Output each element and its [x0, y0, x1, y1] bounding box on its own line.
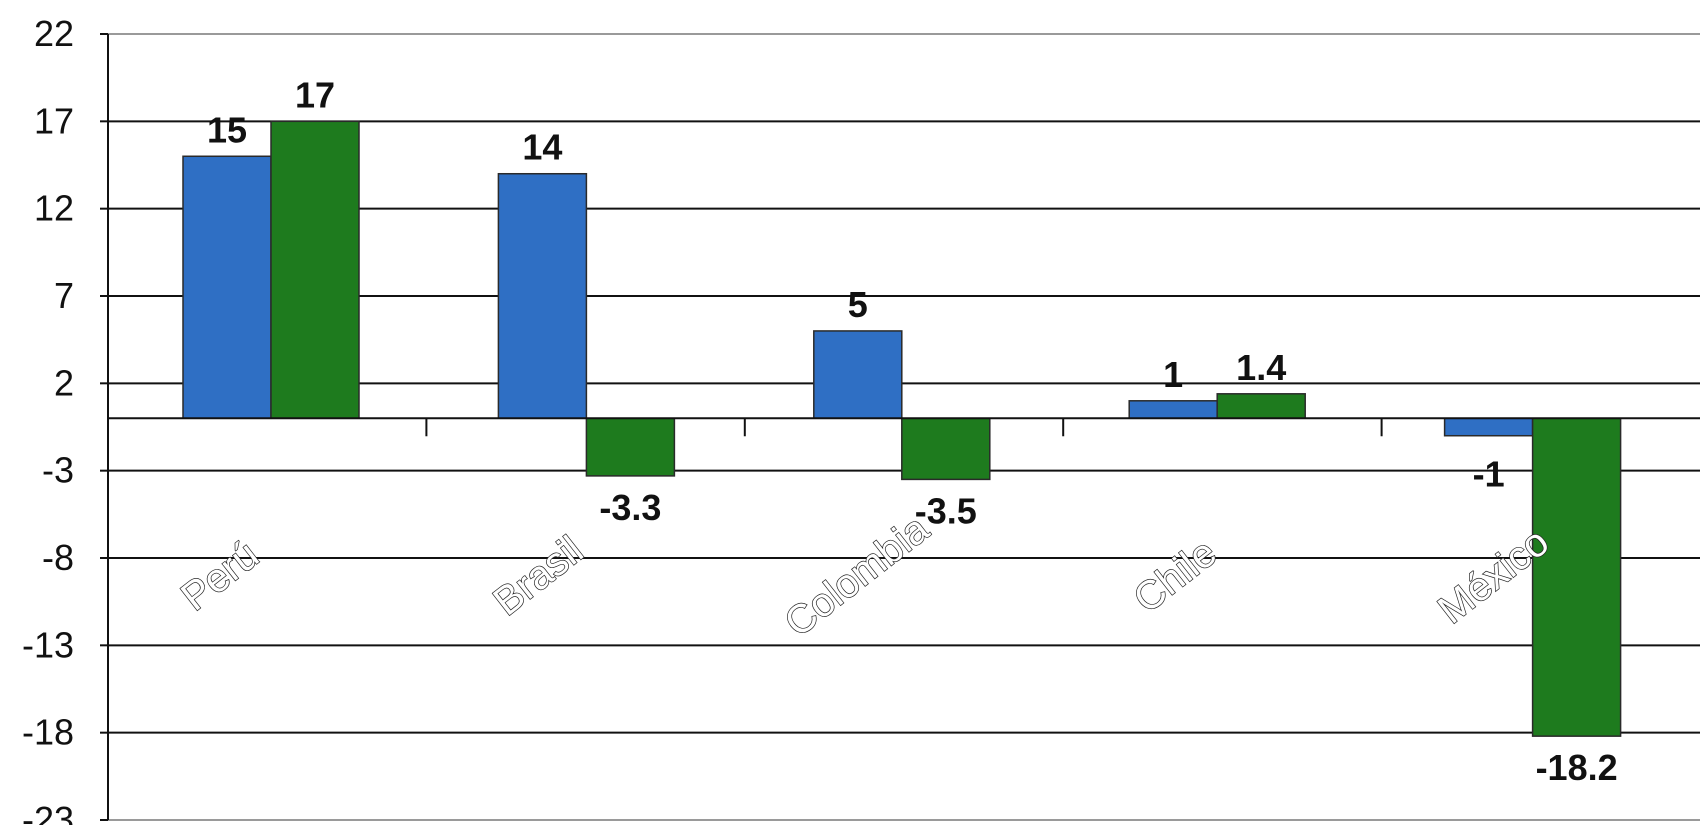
bar-perú-series-2 — [270, 120, 360, 420]
y-tick-label: -8 — [42, 537, 74, 578]
y-axis-tick-labels: 22 17 12 7 2 -3 -8 -13 -18 -23 — [22, 13, 74, 825]
y-tick-label: 12 — [34, 188, 74, 229]
y-tick-label: -18 — [22, 712, 74, 753]
bar-colombia-series-1 — [813, 330, 903, 420]
y-tick-label: 22 — [34, 13, 74, 54]
data-label: -1 — [1473, 453, 1505, 494]
bar-méxico-series-1 — [1443, 417, 1534, 437]
data-label: -3.5 — [915, 490, 977, 531]
x-category-label: Colombia — [777, 506, 938, 645]
y-tick-label: 7 — [54, 275, 74, 316]
data-label: 17 — [295, 74, 335, 115]
y-tick-label: 2 — [54, 362, 74, 403]
y-tick-label: -3 — [42, 450, 74, 491]
bar-brasil-series-2 — [585, 417, 676, 477]
data-label: 15 — [207, 109, 247, 150]
x-axis-category-labels: Perú Brasil Colombia Chile México — [172, 506, 1557, 647]
gridlines — [100, 33, 1700, 821]
data-label: -18.2 — [1536, 747, 1618, 788]
bar-chile-series-1 — [1128, 400, 1218, 420]
bar-chile-series-2 — [1216, 393, 1306, 420]
data-label: 5 — [848, 284, 868, 325]
x-category-label: Perú — [173, 533, 267, 620]
y-tick-label: -13 — [22, 624, 74, 665]
data-label: 1.4 — [1236, 347, 1286, 388]
bar-brasil-series-1 — [497, 172, 588, 420]
x-category-label: Brasil — [485, 528, 591, 624]
bar-perú-series-1 — [182, 155, 272, 420]
data-labels: 15 17 14 -3.3 5 -3.5 1 1.4 -1 -18.2 — [207, 74, 1618, 788]
data-label: 1 — [1163, 354, 1183, 395]
x-category-label: Chile — [1126, 531, 1225, 622]
y-tick-label: -23 — [22, 799, 74, 825]
bar-colombia-series-2 — [901, 417, 991, 481]
bars — [182, 120, 1622, 737]
x-axis-ticks — [425, 418, 1383, 437]
data-label: -3.3 — [599, 487, 661, 528]
y-tick-label: 17 — [34, 100, 74, 141]
data-label: 14 — [522, 127, 562, 168]
bar-méxico-series-2 — [1531, 417, 1622, 737]
